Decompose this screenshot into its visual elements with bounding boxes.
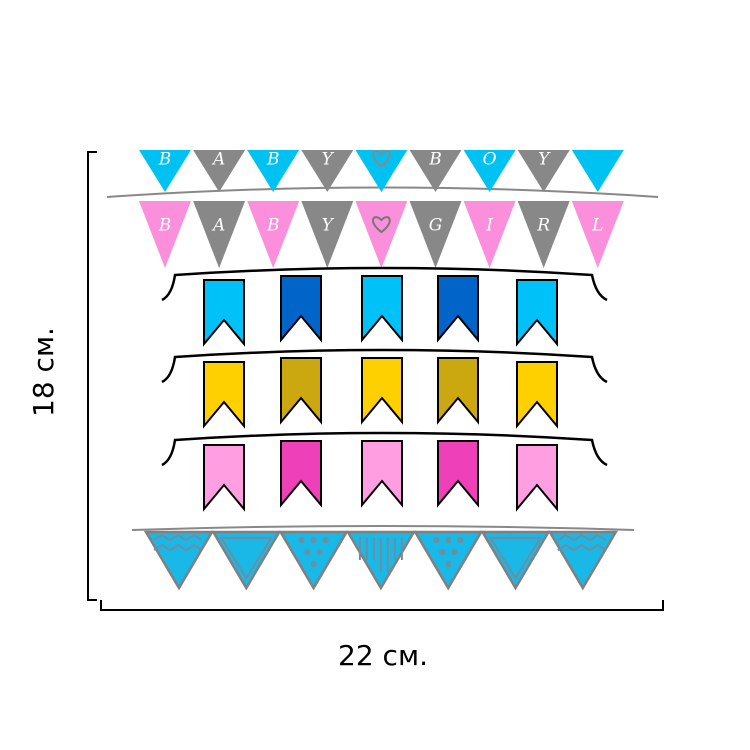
pennant bbox=[480, 530, 551, 591]
pennant-letter: A bbox=[211, 216, 225, 236]
pennant-letter: Y bbox=[322, 216, 335, 236]
banner-flag bbox=[280, 440, 322, 508]
pennant-letter: B bbox=[266, 216, 280, 236]
pennant-letter: R bbox=[536, 216, 550, 236]
pennant bbox=[409, 201, 462, 268]
banner-flag bbox=[280, 275, 322, 343]
pennant bbox=[571, 150, 624, 192]
string bbox=[131, 525, 635, 531]
pattern-dot bbox=[322, 537, 329, 543]
width-line bbox=[100, 600, 664, 611]
banner-flag bbox=[437, 357, 479, 425]
pennant bbox=[571, 201, 624, 268]
heart bbox=[372, 150, 391, 168]
pennant-letter: Y bbox=[538, 150, 551, 170]
string bbox=[161, 266, 608, 302]
pennant bbox=[193, 150, 246, 192]
pennant bbox=[247, 201, 300, 268]
pattern-zigzag bbox=[557, 543, 607, 552]
banner-flag bbox=[437, 275, 479, 343]
pennant bbox=[463, 150, 516, 192]
pattern-dot bbox=[445, 537, 452, 543]
width-label: 22 см. bbox=[338, 639, 428, 672]
height-line bbox=[87, 151, 97, 601]
pennant bbox=[463, 201, 516, 268]
pennant bbox=[247, 150, 300, 192]
string bbox=[161, 431, 608, 467]
height-label: 18 см. bbox=[27, 327, 60, 417]
pennant bbox=[413, 530, 484, 591]
pennant bbox=[211, 530, 282, 591]
pattern-dot bbox=[445, 561, 452, 567]
pattern-dot bbox=[316, 549, 323, 555]
banner-flag bbox=[280, 357, 322, 425]
pattern-zigzag bbox=[557, 533, 607, 542]
banner-flag bbox=[361, 275, 403, 343]
pattern-dot bbox=[298, 537, 305, 543]
pattern-zigzag bbox=[153, 533, 203, 542]
pattern-dot bbox=[310, 537, 317, 543]
pennant-letter: B bbox=[158, 150, 172, 170]
banner-flag bbox=[203, 361, 245, 429]
pennant bbox=[278, 530, 349, 591]
banner-flag bbox=[516, 279, 558, 347]
banner-flag bbox=[361, 357, 403, 425]
pennant-letter: L bbox=[591, 216, 603, 236]
pattern-dot bbox=[304, 549, 311, 555]
pennant bbox=[301, 201, 354, 268]
pennant-letter: B bbox=[158, 216, 172, 236]
pennant bbox=[517, 150, 570, 192]
pennant bbox=[355, 150, 408, 192]
banner-flag bbox=[361, 440, 403, 508]
pennant-letter: O bbox=[483, 150, 497, 170]
banner-flag bbox=[203, 444, 245, 512]
pennant-letter: B bbox=[428, 150, 442, 170]
pennant-letter: I bbox=[485, 216, 493, 236]
pennant bbox=[355, 201, 408, 268]
banner-flag bbox=[437, 440, 479, 508]
pennant bbox=[139, 150, 191, 192]
heart bbox=[372, 216, 391, 234]
pennant-letter: G bbox=[429, 216, 443, 236]
banner-flag bbox=[203, 279, 245, 347]
pennant bbox=[301, 150, 354, 192]
pennant-letter: Y bbox=[322, 150, 335, 170]
pennant-letter: B bbox=[266, 150, 280, 170]
pattern-dot bbox=[451, 549, 458, 555]
pattern-dot bbox=[439, 549, 446, 555]
pennant bbox=[139, 201, 191, 268]
pennant bbox=[409, 150, 462, 192]
banner-flag bbox=[516, 361, 558, 429]
pennant-letter: A bbox=[211, 150, 225, 170]
pattern-dot bbox=[433, 537, 440, 543]
string bbox=[161, 348, 608, 384]
pattern-dot bbox=[457, 537, 464, 543]
pennant bbox=[517, 201, 570, 268]
pattern-inner bbox=[488, 537, 543, 580]
pattern-zigzag bbox=[153, 543, 203, 552]
pennant bbox=[193, 201, 246, 268]
pattern-dot bbox=[310, 561, 317, 567]
banner-flag bbox=[516, 444, 558, 512]
pattern-inner bbox=[219, 537, 274, 580]
